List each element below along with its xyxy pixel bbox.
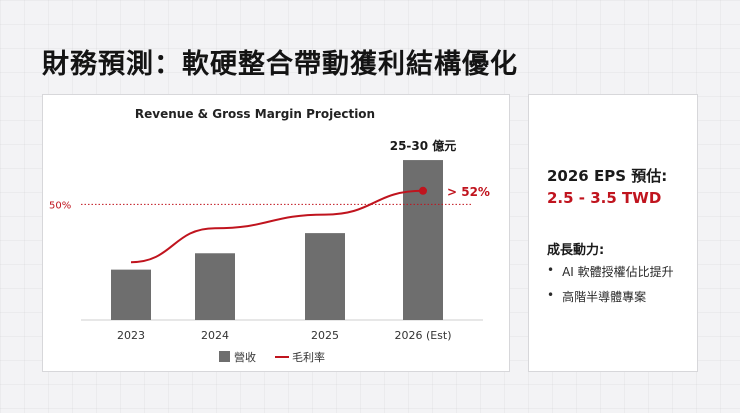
growth-drivers-list: • AI 軟體授權佔比提升 • 高階半導體專案 <box>547 263 674 313</box>
gross-margin-line <box>130 189 424 264</box>
bar-2023 <box>111 269 151 320</box>
bar-2024 <box>195 253 235 320</box>
x-tick-label: 2025 <box>311 329 339 342</box>
driver-item: • AI 軟體授權佔比提升 <box>547 263 674 280</box>
driver-item: • 高階半導體專案 <box>547 288 674 305</box>
legend-margin-label: 毛利率 <box>292 350 325 364</box>
eps-summary-panel: 2026 EPS 預估: 2.5 - 3.5 TWD 成長動力: • AI 軟體… <box>528 94 698 372</box>
legend-revenue-swatch <box>219 351 230 362</box>
x-tick-label: 2023 <box>117 329 145 342</box>
x-tick-label: 2026 (Est) <box>394 329 451 342</box>
gross-margin-point-2026 <box>419 186 427 195</box>
reference-line-label: 50% <box>49 200 71 211</box>
bar-2025 <box>305 233 345 320</box>
page-title: 財務預測：軟硬整合帶動獲利結構優化 <box>42 49 518 80</box>
eps-value: 2.5 - 3.5 TWD <box>547 189 662 207</box>
x-tick-label: 2024 <box>201 329 229 342</box>
legend-revenue-label: 營收 <box>234 350 256 364</box>
eps-label: 2026 EPS 預估: <box>547 167 668 185</box>
revenue-annotation: 25-30 億元 <box>390 138 457 153</box>
bar-2026 <box>403 160 443 320</box>
bullet-icon: • <box>547 288 555 302</box>
driver-text: AI 軟體授權佔比提升 <box>562 265 674 279</box>
gross-margin-annotation: > 52% <box>447 185 490 199</box>
driver-text: 高階半導體專案 <box>562 290 647 304</box>
revenue-margin-chart: Revenue & Gross Margin Projection 2023 202… <box>49 107 490 364</box>
bullet-icon: • <box>547 263 555 277</box>
chart-title: Revenue & Gross Margin Projection <box>135 107 375 121</box>
chart-panel: Revenue & Gross Margin Projection 2023 202… <box>42 94 510 372</box>
growth-drivers-label: 成長動力: <box>547 243 605 258</box>
